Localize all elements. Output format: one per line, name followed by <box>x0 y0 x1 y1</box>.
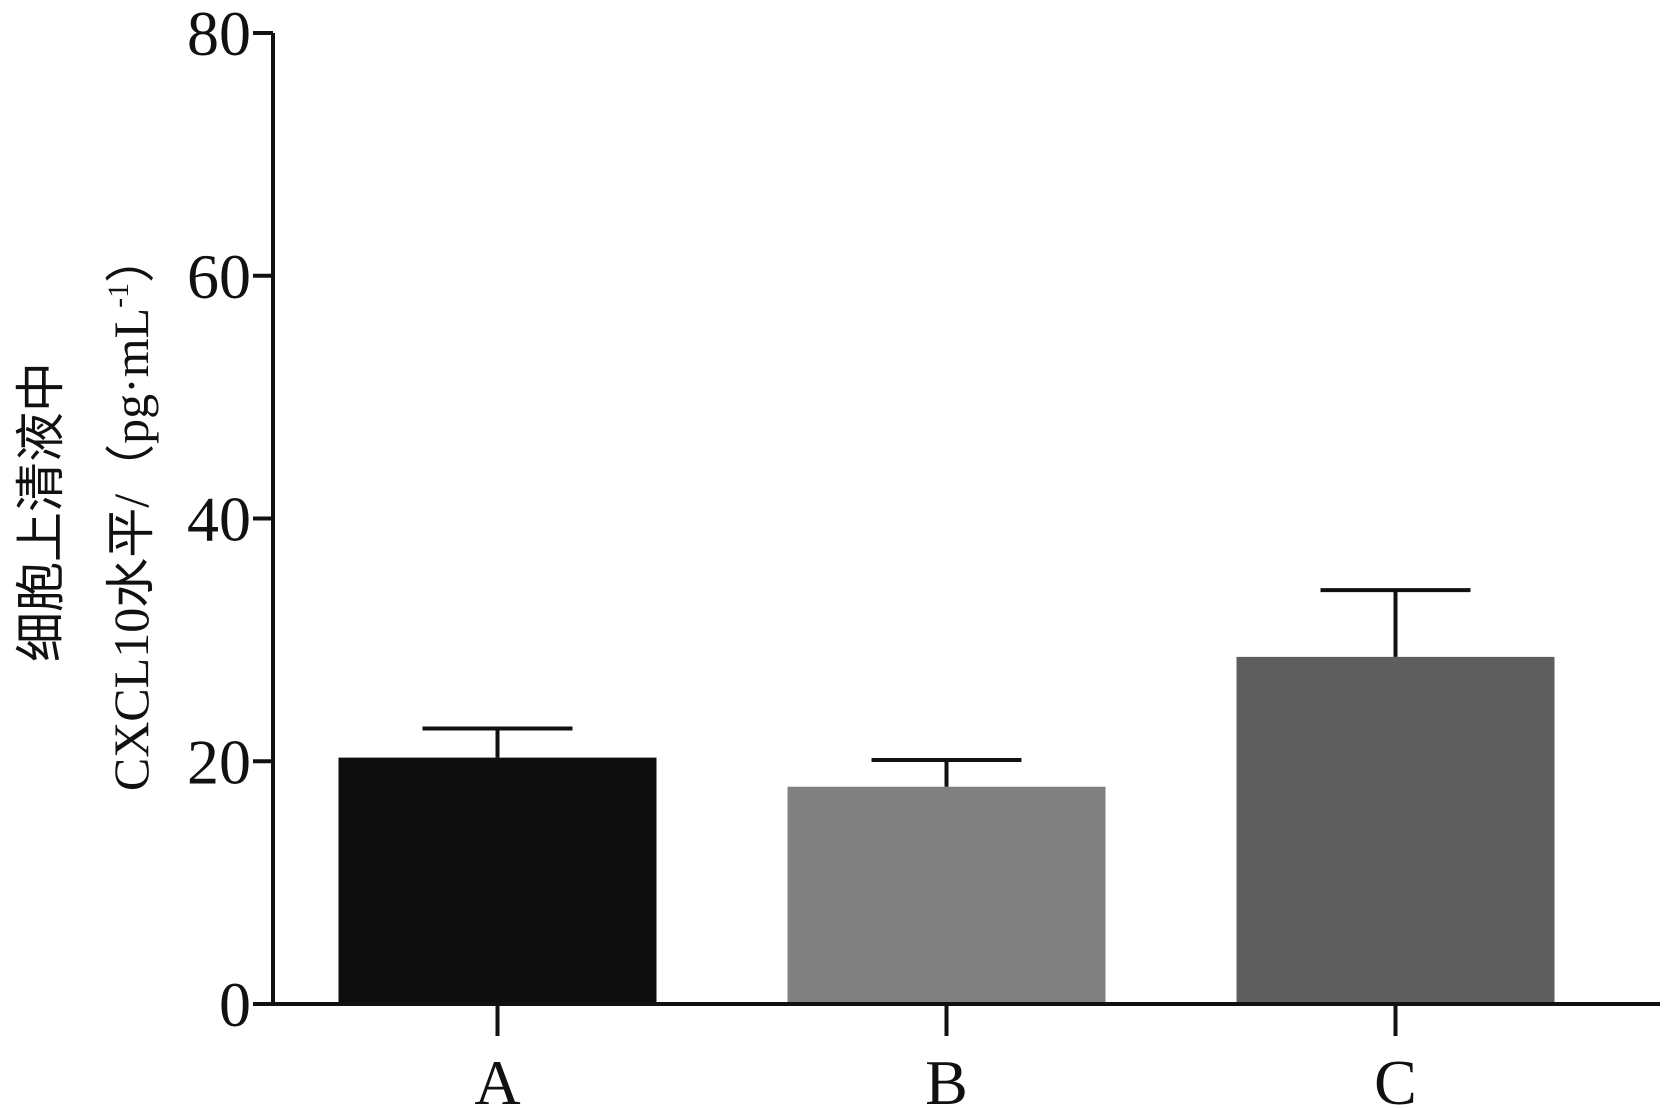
y-tick-label: 80 <box>187 0 251 69</box>
y-tick-label: 0 <box>219 969 251 1040</box>
y-axis-label-line1: 细胞上清液中 <box>13 362 69 662</box>
bar-C <box>1236 656 1555 1004</box>
error-bars-group <box>422 588 1471 787</box>
x-tick-label-C: C <box>1374 1047 1417 1108</box>
y-tick-label: 60 <box>187 241 251 312</box>
y-axis-label: 细胞上清液中 CXCL10水平/（pg·mL-1） <box>13 233 159 791</box>
x-ticks-group: A B C <box>474 1004 1417 1108</box>
bar-B <box>787 786 1106 1004</box>
y-axis-label-sup: -1 <box>102 283 135 308</box>
x-tick-label-B: B <box>925 1047 968 1108</box>
bar-A <box>338 757 657 1004</box>
y-tick-label: 20 <box>187 726 251 797</box>
bars-group <box>338 656 1555 1004</box>
y-ticks-group: 0 20 40 60 80 <box>187 0 273 1040</box>
y-axis-label-close: ） <box>103 233 159 283</box>
y-tick-label: 40 <box>187 484 251 555</box>
y-axis-label-main: CXCL10水平/（pg·mL <box>103 308 159 791</box>
y-axis-label-line2: CXCL10水平/（pg·mL-1） <box>102 233 159 791</box>
x-tick-label-A: A <box>474 1047 520 1108</box>
